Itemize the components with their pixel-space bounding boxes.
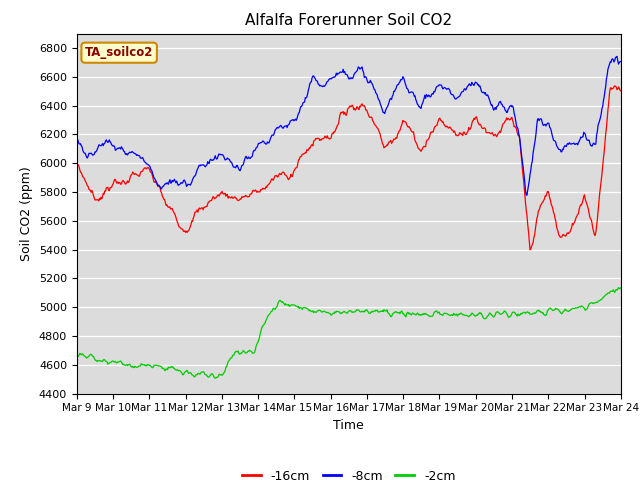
Title: Alfalfa Forerunner Soil CO2: Alfalfa Forerunner Soil CO2 bbox=[245, 13, 452, 28]
Text: TA_soilco2: TA_soilco2 bbox=[85, 46, 154, 59]
Y-axis label: Soil CO2 (ppm): Soil CO2 (ppm) bbox=[20, 166, 33, 261]
X-axis label: Time: Time bbox=[333, 419, 364, 432]
Legend: -16cm, -8cm, -2cm: -16cm, -8cm, -2cm bbox=[237, 465, 461, 480]
